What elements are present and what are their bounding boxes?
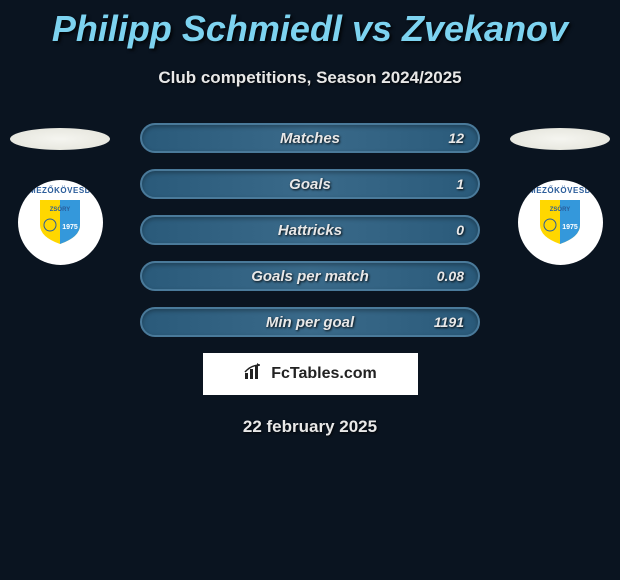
badge-year: 1975 <box>562 224 578 231</box>
player-placeholder-right <box>510 128 610 150</box>
badge-circle: MEZŐKÖVESD ZSÓRY 1975 <box>518 180 603 265</box>
footer-date: 22 february 2025 <box>0 417 620 437</box>
brand-text: FcTables.com <box>271 365 377 383</box>
content-row: MEZŐKÖVESD ZSÓRY 1975 MEZŐKÖVESD <box>0 123 620 337</box>
stat-row-goals: Goals 1 <box>140 169 480 199</box>
stat-label: Goals per match <box>251 268 369 285</box>
player-placeholder-left <box>10 128 110 150</box>
club-badge-right: MEZŐKÖVESD ZSÓRY 1975 <box>510 180 610 280</box>
stat-label: Matches <box>280 130 340 147</box>
brand-box[interactable]: FcTables.com <box>203 353 418 395</box>
stats-container: Matches 12 Goals 1 Hattricks 0 Goals per… <box>140 123 480 337</box>
badge-year: 1975 <box>62 224 78 231</box>
stat-value-right: 0 <box>456 222 464 238</box>
badge-subtext: ZSÓRY <box>50 205 70 213</box>
badge-shield: ZSÓRY 1975 <box>535 197 585 245</box>
stat-row-goals-per-match: Goals per match 0.08 <box>140 261 480 291</box>
stat-value-right: 1 <box>456 176 464 192</box>
page-title: Philipp Schmiedl vs Zvekanov <box>0 0 620 50</box>
left-player-column: MEZŐKÖVESD ZSÓRY 1975 <box>0 123 120 280</box>
page-subtitle: Club competitions, Season 2024/2025 <box>0 68 620 88</box>
stat-label: Min per goal <box>266 314 354 331</box>
club-badge-left: MEZŐKÖVESD ZSÓRY 1975 <box>10 180 110 280</box>
stat-value-right: 12 <box>448 130 464 146</box>
badge-shield: ZSÓRY 1975 <box>35 197 85 245</box>
stat-value-right: 1191 <box>434 314 464 330</box>
badge-subtext: ZSÓRY <box>550 205 570 213</box>
stat-row-min-per-goal: Min per goal 1191 <box>140 307 480 337</box>
stat-label: Hattricks <box>278 222 342 239</box>
badge-arc-text: MEZŐKÖVESD <box>29 186 91 195</box>
stat-label: Goals <box>289 176 331 193</box>
badge-arc-text: MEZŐKÖVESD <box>529 186 591 195</box>
stat-value-right: 0.08 <box>437 268 464 284</box>
chart-icon <box>243 363 265 386</box>
right-player-column: MEZŐKÖVESD ZSÓRY 1975 <box>500 123 620 280</box>
stat-row-hattricks: Hattricks 0 <box>140 215 480 245</box>
stat-row-matches: Matches 12 <box>140 123 480 153</box>
badge-circle: MEZŐKÖVESD ZSÓRY 1975 <box>18 180 103 265</box>
